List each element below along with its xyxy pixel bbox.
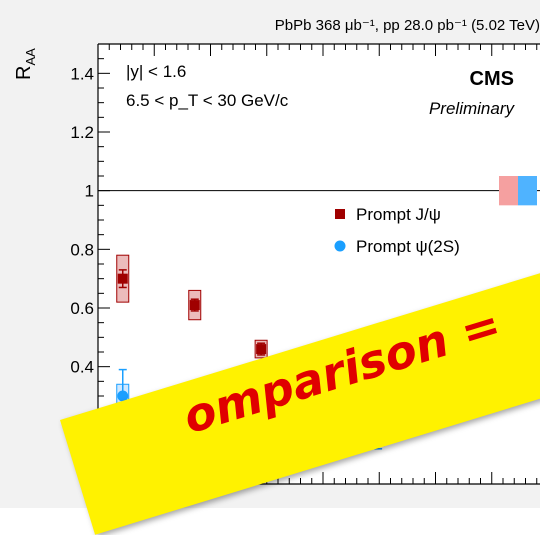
global-uncertainty-box (518, 176, 537, 206)
legend-label: Prompt ψ(2S) (356, 237, 460, 256)
global-uncertainty-box (499, 176, 518, 206)
legend-label: Prompt J/ψ (356, 205, 441, 224)
jpsi-point (256, 344, 267, 355)
y-tick-label: 0.6 (70, 299, 94, 318)
y-tick-label: 0.8 (70, 240, 94, 259)
y-tick-label: 1.2 (70, 123, 94, 142)
pt-cut-label: 6.5 < p_T < 30 GeV/c (126, 91, 289, 110)
legend-jpsi-marker (335, 209, 345, 219)
jpsi-point (117, 273, 128, 284)
legend-psi2s-marker (334, 240, 346, 252)
status-label: Preliminary (429, 99, 516, 118)
y-axis-label: RAA (13, 48, 38, 80)
jpsi-point (189, 300, 200, 311)
rapidity-cut-label: |y| < 1.6 (126, 62, 186, 81)
y-tick-label: 1 (85, 182, 94, 201)
y-tick-label: 0.4 (70, 358, 94, 377)
experiment-label: CMS (470, 68, 514, 90)
y-tick-label: 1.4 (70, 64, 94, 83)
chart-header: PbPb 368 μb⁻¹, pp 28.0 pb⁻¹ (5.02 TeV) (275, 17, 540, 34)
